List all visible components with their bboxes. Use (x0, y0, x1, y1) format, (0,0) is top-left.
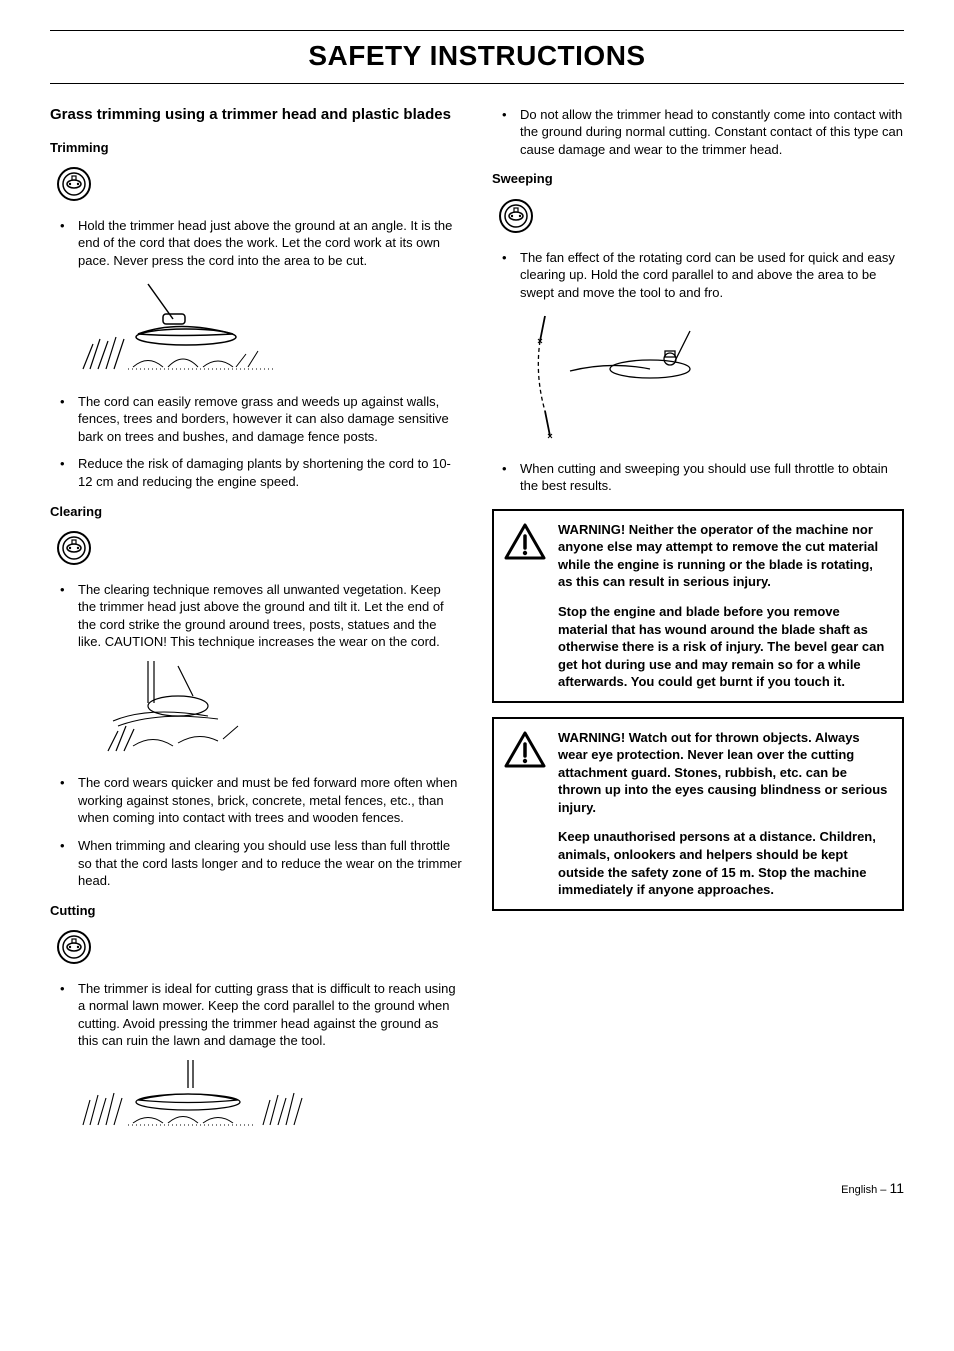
page-footer: English – 11 (50, 1179, 904, 1198)
bullet-text: The trimmer is ideal for cutting grass t… (56, 980, 462, 1050)
footer-language: English (841, 1184, 877, 1196)
clearing-illustration (78, 661, 462, 761)
clearing-heading: Clearing (50, 503, 462, 521)
bullet-text: Hold the trimmer head just above the gro… (56, 217, 462, 270)
section-heading: Grass trimming using a trimmer head and … (50, 106, 462, 125)
trimmer-head-icon (56, 166, 462, 207)
bullet-text: The clearing technique removes all unwan… (56, 581, 462, 651)
warning-text: Keep unauthorised persons at a distance.… (558, 828, 890, 898)
warning-box: WARNING! Watch out for thrown objects. A… (492, 717, 904, 911)
trimmer-head-icon (498, 198, 904, 239)
warning-text: Stop the engine and blade before you rem… (558, 603, 890, 691)
warning-icon (504, 731, 546, 774)
bullet-text: The cord wears quicker and must be fed f… (56, 774, 462, 827)
bullet-text: When trimming and clearing you should us… (56, 837, 462, 890)
bullet-text: Reduce the risk of damaging plants by sh… (56, 455, 462, 490)
bullet-text: When cutting and sweeping you should use… (498, 460, 904, 495)
left-column: Grass trimming using a trimmer head and … (50, 106, 462, 1149)
trimming-illustration (78, 279, 462, 379)
page-title: SAFETY INSTRUCTIONS (50, 30, 904, 84)
cutting-illustration (78, 1060, 462, 1135)
cutting-heading: Cutting (50, 902, 462, 920)
warning-box: WARNING! Neither the operator of the mac… (492, 509, 904, 703)
trimming-heading: Trimming (50, 139, 462, 157)
right-column: Do not allow the trimmer head to constan… (492, 106, 904, 1149)
warning-text: WARNING! Watch out for thrown objects. A… (558, 729, 890, 817)
trimmer-head-icon (56, 530, 462, 571)
sweeping-illustration (520, 311, 904, 446)
bullet-text: The cord can easily remove grass and wee… (56, 393, 462, 446)
content-columns: Grass trimming using a trimmer head and … (50, 106, 904, 1149)
warning-text: WARNING! Neither the operator of the mac… (558, 521, 890, 591)
bullet-text: The fan effect of the rotating cord can … (498, 249, 904, 302)
footer-page-number: 11 (889, 1180, 904, 1196)
trimmer-head-icon (56, 929, 462, 970)
bullet-text: Do not allow the trimmer head to constan… (498, 106, 904, 159)
sweeping-heading: Sweeping (492, 170, 904, 188)
warning-icon (504, 523, 546, 566)
